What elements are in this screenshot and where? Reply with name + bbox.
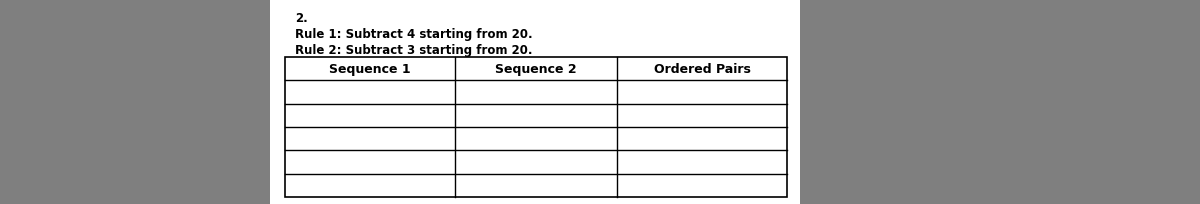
Bar bbox=[270, 0, 800, 204]
Text: Rule 1: Subtract 4 starting from 20.: Rule 1: Subtract 4 starting from 20. bbox=[295, 28, 533, 41]
Text: Sequence 1: Sequence 1 bbox=[329, 63, 410, 76]
Text: Rule 2: Subtract 3 starting from 20.: Rule 2: Subtract 3 starting from 20. bbox=[295, 44, 533, 57]
Text: Sequence 2: Sequence 2 bbox=[496, 63, 577, 76]
Text: Ordered Pairs: Ordered Pairs bbox=[654, 63, 750, 76]
Text: 2.: 2. bbox=[295, 12, 307, 25]
Bar bbox=[286, 58, 787, 197]
